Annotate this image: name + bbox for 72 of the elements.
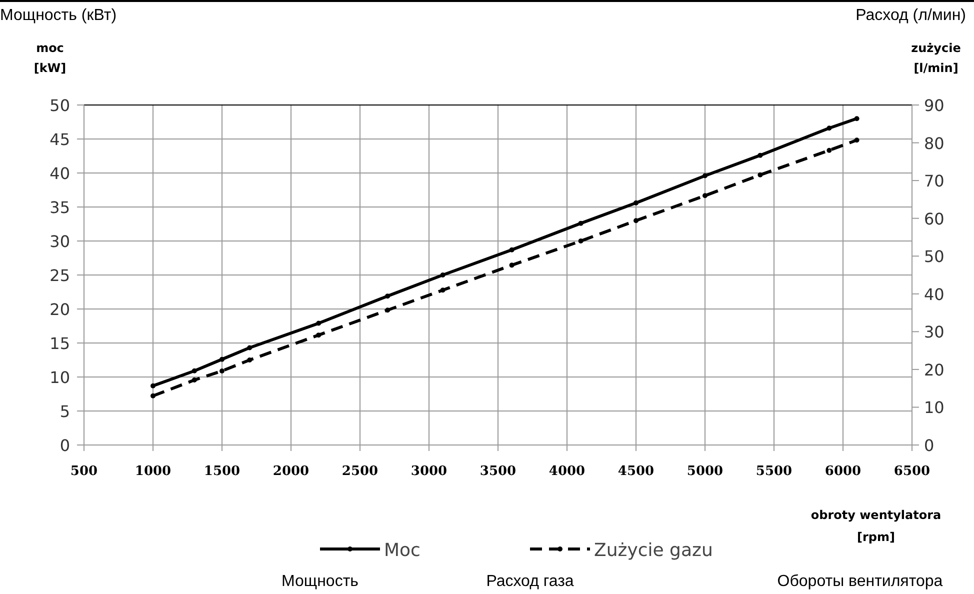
y2-tick-label: 60 xyxy=(924,209,944,228)
point xyxy=(316,332,322,338)
point xyxy=(854,116,860,122)
point xyxy=(758,152,763,158)
point xyxy=(578,238,584,244)
text: Расход (л/мин) xyxy=(856,7,966,24)
y-tick-label: 35 xyxy=(50,198,70,217)
y2-tick-label: 20 xyxy=(924,360,944,380)
y-tick-label: 40 xyxy=(50,164,70,183)
y-tick-label: 0 xyxy=(60,436,70,455)
x-tick-label: 5500 xyxy=(756,464,792,479)
y2-tick-label: 80 xyxy=(924,134,944,153)
x-tick-label: 3000 xyxy=(410,464,448,479)
x-tick-label: 2500 xyxy=(342,464,378,479)
text: Расход газа xyxy=(486,573,574,590)
y-tick-label: 50 xyxy=(50,96,70,115)
y2-tick-label: 30 xyxy=(924,322,944,342)
point xyxy=(702,193,708,198)
x-tick-label: 500 xyxy=(70,464,98,479)
point xyxy=(192,368,197,374)
point xyxy=(385,294,390,299)
point xyxy=(220,356,224,362)
text: Мощность (кВт) xyxy=(0,7,117,24)
x-tick-label: 5000 xyxy=(686,464,724,479)
point xyxy=(702,173,708,178)
x-tick-label: 3500 xyxy=(480,464,516,479)
point xyxy=(192,378,197,383)
point xyxy=(440,288,446,293)
point xyxy=(509,247,514,252)
y-tick-label: 45 xyxy=(50,130,70,149)
y-tick-label: 30 xyxy=(50,232,70,251)
x-axis-title: obroty wentylatora [rpm] xyxy=(810,508,942,544)
y-tick-label: 5 xyxy=(60,402,70,421)
point xyxy=(509,262,514,268)
point xyxy=(316,320,322,326)
point xyxy=(150,393,156,398)
point xyxy=(220,368,224,374)
y2-axis-title: zużycie [l/min] xyxy=(911,41,961,75)
point xyxy=(854,138,860,143)
y2-tick-label: 40 xyxy=(924,284,944,304)
y2-tick-label: 50 xyxy=(924,247,944,266)
x-tick-label: 4500 xyxy=(618,464,654,479)
x-tick-label: 4000 xyxy=(548,464,586,479)
x-tick-label: 1500 xyxy=(204,464,240,479)
point xyxy=(758,172,763,178)
y-tick-label: 10 xyxy=(50,368,70,387)
x-tick-label: 1000 xyxy=(134,464,172,479)
text: Мощность xyxy=(282,573,358,590)
point xyxy=(440,272,446,278)
point xyxy=(634,218,638,224)
point xyxy=(247,345,252,350)
y-tick-label: 15 xyxy=(50,334,70,353)
point xyxy=(247,358,252,362)
y-axis-title: moc [kW] xyxy=(34,41,66,75)
legend-label: Moc xyxy=(384,540,420,561)
y-tick-label: 20 xyxy=(50,300,70,319)
x-tick-label: 2000 xyxy=(272,464,310,479)
point xyxy=(634,200,638,206)
y2-tick-label: 0 xyxy=(924,436,934,455)
point xyxy=(826,148,832,153)
text: Обороты вентилятора xyxy=(777,573,943,590)
point xyxy=(578,220,584,226)
y2-tick-label: 70 xyxy=(924,172,944,191)
y2-tick-label: 90 xyxy=(924,96,944,115)
x-tick-label: 6500 xyxy=(894,464,930,479)
point xyxy=(150,383,156,388)
legend-label: Zużycie gazu xyxy=(594,540,713,561)
y2-tick-label: 10 xyxy=(924,398,944,418)
point xyxy=(826,126,832,131)
x-tick-label: 6000 xyxy=(824,464,862,479)
point xyxy=(385,308,390,313)
y-tick-label: 25 xyxy=(50,266,70,285)
